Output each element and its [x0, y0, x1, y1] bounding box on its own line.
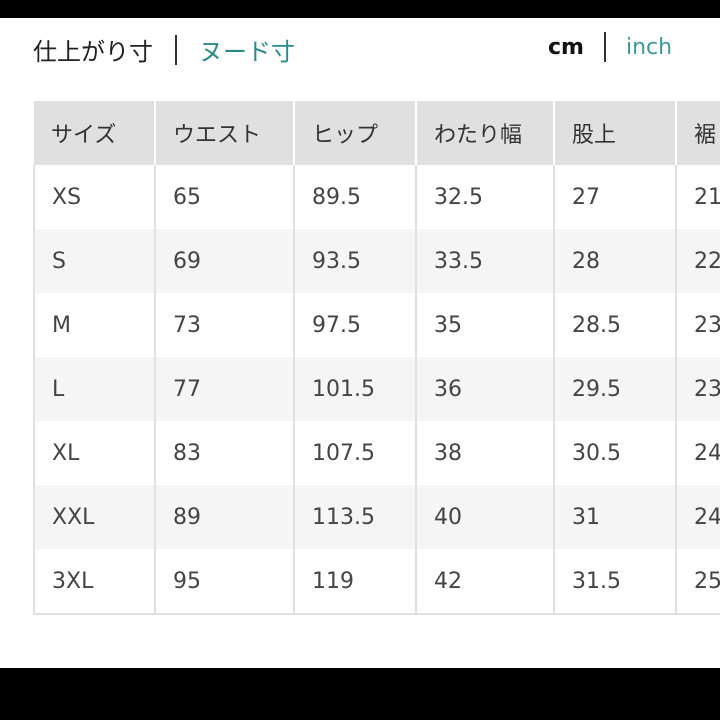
table-row: 3XL 95 119 42 31.5 25 — [33, 549, 720, 615]
table-row: L 77 101.5 36 29.5 23 — [33, 357, 720, 421]
divider — [603, 32, 606, 62]
table-cell: 77 — [155, 357, 295, 421]
table-cell: L — [33, 357, 156, 421]
table-cell: 89.5 — [294, 165, 417, 229]
table-cell: 36 — [416, 357, 555, 421]
table-row: XXL 89 113.5 40 31 24 — [33, 485, 720, 549]
table-cell: 24 — [676, 421, 720, 485]
table-cell: 65 — [155, 165, 295, 229]
table-cell: 31.5 — [554, 549, 677, 615]
tab-finished-size[interactable]: 仕上がり寸 — [33, 38, 153, 66]
table-cell: 32.5 — [416, 165, 555, 229]
table-cell: 21 — [676, 165, 720, 229]
table-cell: 27 — [554, 165, 677, 229]
table-cell: 22 — [676, 229, 720, 293]
table-row: XL 83 107.5 38 30.5 24 — [33, 421, 720, 485]
column-header: 股上 — [554, 101, 677, 165]
unit-cm[interactable]: cm — [548, 34, 584, 60]
table-cell: XXL — [33, 485, 156, 549]
table-cell: 24 — [676, 485, 720, 549]
table-header-row: サイズ ウエスト ヒップ わたり幅 股上裾 — [34, 101, 720, 165]
table-cell: S — [33, 229, 156, 293]
tab-nude-size[interactable]: ヌード寸 — [199, 38, 295, 66]
column-header: ヒップ — [294, 101, 417, 165]
table-cell: 95 — [155, 549, 295, 615]
column-header: ウエスト — [155, 101, 295, 165]
table-row: S 69 93.5 33.5 28 22 — [33, 229, 720, 293]
table-cell: 83 — [155, 421, 295, 485]
table-cell: 40 — [416, 485, 555, 549]
table-cell: XS — [33, 165, 156, 229]
table-cell: 107.5 — [294, 421, 417, 485]
table-cell: 30.5 — [554, 421, 677, 485]
table-row: XS 65 89.5 32.5 27 21 — [33, 165, 720, 229]
measurement-type-tabs: 仕上がり寸 ヌード寸 — [33, 32, 295, 67]
table-cell: 28 — [554, 229, 677, 293]
table-cell: 23 — [676, 357, 720, 421]
table-cell: 35 — [416, 293, 555, 357]
table-cell: 23 — [676, 293, 720, 357]
table-cell: 93.5 — [294, 229, 417, 293]
table-row: M 73 97.5 35 28.5 23 — [33, 293, 720, 357]
top-bar — [0, 0, 720, 18]
column-header: サイズ — [34, 101, 156, 165]
size-table-container: サイズ ウエスト ヒップ わたり幅 股上裾 XS 65 89.5 32.5 27 21 S 69 93.… — [33, 101, 720, 615]
column-header: わたり幅 — [416, 101, 555, 165]
unit-toggle: cm inch — [548, 32, 672, 62]
table-cell: 69 — [155, 229, 295, 293]
table-cell: 42 — [416, 549, 555, 615]
divider — [175, 34, 177, 65]
table-cell: M — [33, 293, 156, 357]
table-cell: 101.5 — [294, 357, 417, 421]
table-cell: 113.5 — [294, 485, 417, 549]
table-cell: 3XL — [33, 549, 156, 615]
table-cell: 119 — [294, 549, 417, 615]
table-cell: 25 — [676, 549, 720, 615]
table-cell: 73 — [155, 293, 295, 357]
column-header: 裾 — [676, 101, 720, 165]
bottom-bar — [0, 668, 720, 720]
unit-inch[interactable]: inch — [625, 34, 673, 60]
table-cell: 29.5 — [554, 357, 677, 421]
table-cell: 38 — [416, 421, 555, 485]
table-cell: 31 — [554, 485, 677, 549]
table-cell: 28.5 — [554, 293, 677, 357]
table-cell: 33.5 — [416, 229, 555, 293]
table-cell: 97.5 — [294, 293, 417, 357]
table-cell: 89 — [155, 485, 295, 549]
table-cell: XL — [33, 421, 156, 485]
size-table: サイズ ウエスト ヒップ わたり幅 股上裾 XS 65 89.5 32.5 27 21 S 69 93.… — [33, 101, 720, 615]
